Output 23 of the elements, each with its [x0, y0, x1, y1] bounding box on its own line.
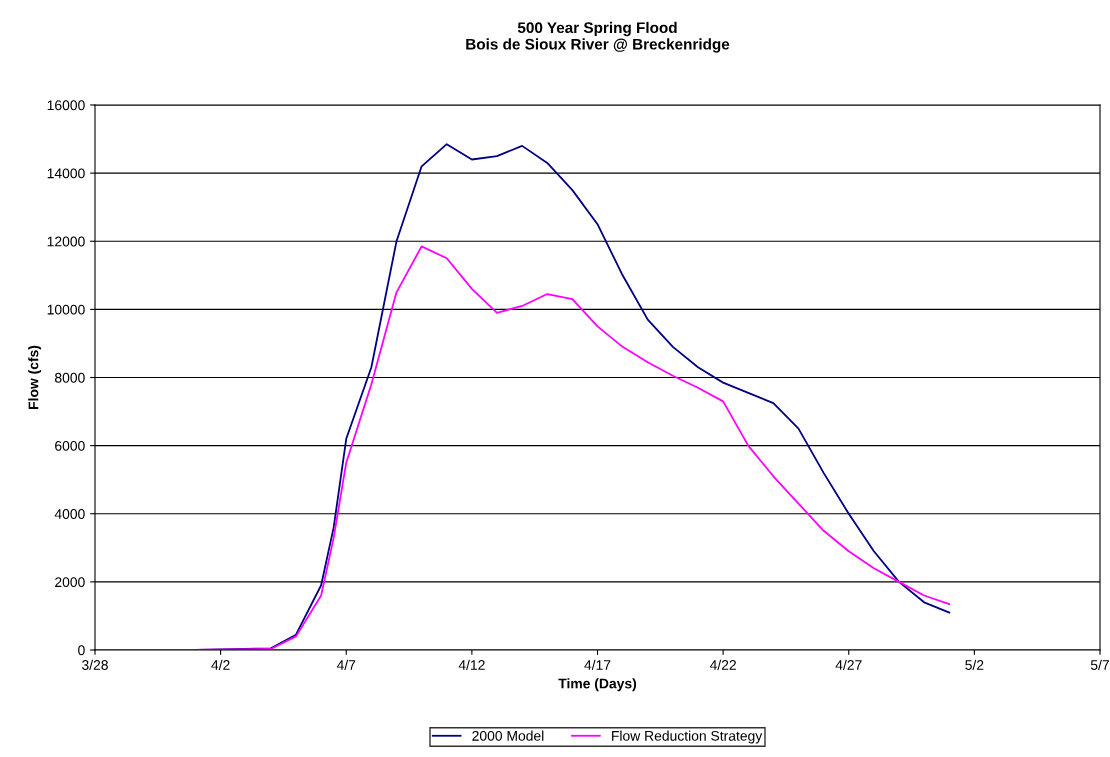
y-tick-label: 10000 [47, 304, 85, 315]
y-tick-label: 16000 [47, 100, 85, 111]
x-tick-label: 4/22 [709, 659, 736, 670]
x-tick-label: 4/2 [211, 659, 230, 670]
legend-label: 2000 Model [472, 730, 544, 741]
x-tick-label: 3/28 [82, 659, 108, 670]
y-tick-label: 4000 [54, 509, 85, 519]
y-tick-label: 6000 [55, 440, 85, 451]
y-tick-label: 0 [78, 645, 85, 656]
x-tick-label: 5/2 [965, 659, 984, 670]
chart-title: 500 Year Spring Flood Bois de Sioux River @ Breckenridge [466, 21, 730, 53]
x-tick-label: 4/12 [458, 659, 485, 670]
y-tick-label: 12000 [47, 236, 85, 247]
y-tick-label: 8000 [54, 372, 85, 383]
x-tick-label: 4/17 [584, 659, 611, 670]
y-axis-title: Flow (cfs) [28, 345, 42, 409]
x-tick-label: 4/27 [835, 659, 862, 670]
legend-label: Flow Reduction Strategy [612, 730, 763, 744]
x-axis-title: Time (Days) [558, 678, 637, 692]
x-tick-label: 5/7 [1090, 659, 1109, 670]
y-tick-label: 2000 [55, 577, 85, 588]
x-tick-label: 4/7 [336, 659, 356, 670]
y-tick-label: 14000 [47, 168, 85, 179]
